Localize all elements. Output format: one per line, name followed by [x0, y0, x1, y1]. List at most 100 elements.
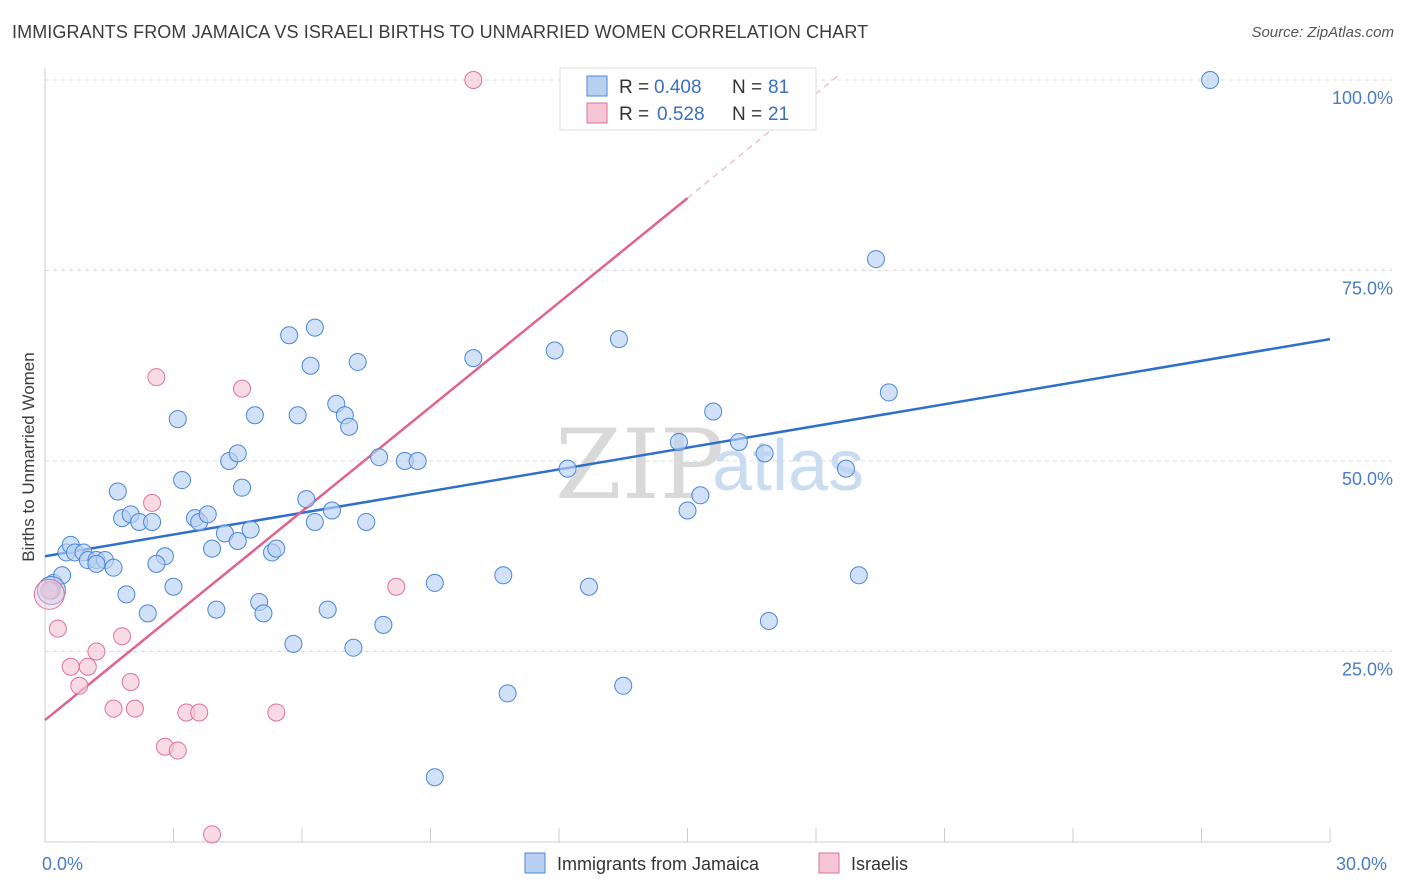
point-jamaica-52 [344, 638, 363, 657]
point-jamaica-67 [614, 676, 633, 695]
legend-r-value-israelis: 0.528 [657, 104, 705, 125]
legend-r-value-jamaica: 0.408 [654, 77, 702, 98]
point-jamaica-47 [322, 501, 341, 520]
point-jamaica-38 [245, 406, 264, 425]
point-jamaica-36 [267, 539, 286, 558]
point-jamaica-21 [173, 471, 192, 490]
y-tick-label-75: 75.0% [1342, 279, 1393, 299]
point-israelis-6 [104, 699, 123, 718]
point-israelis-3 [70, 676, 89, 695]
point-jamaica-70 [691, 486, 710, 505]
point-jamaica-59 [425, 768, 444, 787]
point-jamaica-26 [228, 532, 247, 551]
point-israelis-15 [190, 703, 209, 722]
legend-n-value-jamaica: 81 [768, 77, 789, 98]
point-jamaica-60 [464, 349, 483, 368]
x-tick-label-min: 0.0% [42, 854, 83, 874]
point-jamaica-79 [1201, 71, 1220, 89]
bottom-legend-label-israelis: Israelis [851, 854, 908, 874]
point-jamaica-64 [558, 459, 577, 478]
point-jamaica-62 [498, 684, 517, 703]
bottom-legend-swatch-israelis [818, 852, 840, 874]
point-israelis-13 [168, 741, 187, 760]
point-jamaica-66 [609, 330, 628, 349]
point-jamaica-72 [729, 432, 748, 451]
point-jamaica-31 [233, 478, 252, 497]
legend-swatch-israelis [586, 102, 608, 124]
point-jamaica-9 [104, 558, 123, 577]
legend-swatch-jamaica [586, 75, 608, 97]
point-jamaica-55 [374, 615, 393, 634]
point-jamaica-68 [669, 432, 688, 451]
point-jamaica-20 [164, 577, 183, 596]
point-israelis-7 [113, 627, 132, 646]
x-minor-ticks [173, 828, 1331, 842]
point-israelis-4 [78, 657, 97, 676]
point-israelis-2 [61, 657, 80, 676]
point-jamaica-57 [408, 452, 427, 470]
x-tick-label-max: 30.0% [1336, 854, 1387, 874]
point-jamaica-58 [425, 573, 444, 592]
chart-title: IMMIGRANTS FROM JAMAICA VS ISRAELI BIRTH… [12, 22, 869, 42]
point-israelis-5 [87, 642, 106, 661]
top-legend: R = 0.408 N = 81 R = 0.528 N = 21 [559, 67, 817, 131]
point-israelis-16 [203, 825, 222, 844]
legend-n-label-jamaica: N = [732, 77, 762, 98]
trendline-jamaica [44, 337, 1331, 558]
trend-layer [44, 75, 1331, 722]
point-jamaica-24 [198, 505, 217, 524]
point-jamaica-34 [254, 604, 273, 623]
grid-layer [45, 79, 1392, 652]
y-tick-labels: 25.0% 50.0% 75.0% 100.0% [1332, 88, 1393, 680]
bottom-legend-swatch-jamaica [524, 852, 546, 874]
y-tick-label-25: 25.0% [1342, 660, 1393, 680]
point-jamaica-19 [138, 604, 157, 623]
legend-n-label-israelis: N = [732, 104, 762, 125]
point-israelis-cluster [33, 578, 65, 610]
chart-source: Source: ZipAtlas.com [1251, 24, 1394, 41]
y-axis-label: Births to Unmarried Women [19, 352, 38, 561]
point-jamaica-12 [108, 482, 127, 501]
point-israelis-18 [267, 703, 286, 722]
point-jamaica-28 [207, 600, 226, 619]
point-jamaica-65 [579, 577, 598, 596]
trendline-israelis [44, 197, 689, 722]
point-israelis-1 [48, 619, 67, 638]
point-jamaica-75 [836, 459, 855, 478]
point-jamaica-77 [866, 250, 885, 269]
point-israelis-19 [387, 577, 406, 596]
y-tick-label-100: 100.0% [1332, 88, 1393, 108]
point-jamaica-18 [117, 585, 136, 604]
legend-r-label-jamaica: R = [619, 77, 649, 98]
point-jamaica-45 [305, 512, 324, 531]
point-jamaica-41 [301, 356, 320, 375]
point-jamaica-15 [143, 512, 162, 531]
bottom-legend-label-jamaica: Immigrants from Jamaica [557, 854, 760, 874]
point-jamaica-30 [228, 444, 247, 463]
point-jamaica-42 [305, 318, 324, 337]
point-jamaica-44 [297, 490, 316, 509]
points-layer [33, 71, 1220, 844]
point-jamaica-27 [203, 539, 222, 558]
point-jamaica-46 [318, 600, 337, 619]
point-jamaica-78 [879, 383, 898, 402]
point-israelis-8 [121, 672, 140, 691]
point-jamaica-69 [678, 501, 697, 520]
point-jamaica-76 [849, 566, 868, 585]
legend-n-value-israelis: 21 [768, 104, 789, 125]
point-jamaica-40 [288, 406, 307, 425]
point-jamaica-10 [87, 554, 106, 573]
y-tick-label-50: 50.0% [1342, 469, 1393, 489]
point-israelis-20 [464, 71, 483, 89]
point-israelis-11 [147, 368, 166, 387]
point-jamaica-73 [755, 444, 774, 463]
point-jamaica-50 [340, 417, 359, 436]
point-jamaica-53 [357, 512, 376, 531]
point-jamaica-cluster [36, 576, 66, 606]
point-israelis-17 [233, 379, 252, 398]
point-jamaica-39 [280, 326, 299, 345]
point-jamaica-54 [370, 448, 389, 467]
point-jamaica-61 [494, 566, 513, 585]
point-jamaica-74 [759, 612, 778, 631]
